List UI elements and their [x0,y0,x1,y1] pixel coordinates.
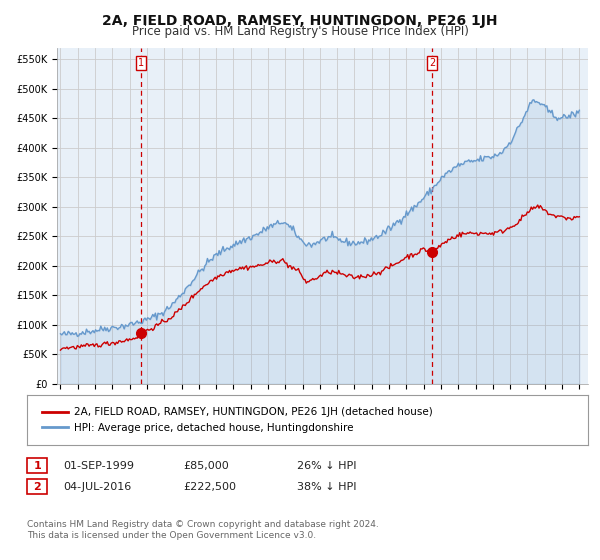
Text: 01-SEP-1999: 01-SEP-1999 [63,461,134,470]
Text: 1: 1 [138,58,144,68]
Text: 26% ↓ HPI: 26% ↓ HPI [297,461,356,470]
Text: £222,500: £222,500 [183,482,236,492]
Text: 2A, FIELD ROAD, RAMSEY, HUNTINGDON, PE26 1JH: 2A, FIELD ROAD, RAMSEY, HUNTINGDON, PE26… [102,14,498,28]
Text: £85,000: £85,000 [183,461,229,470]
Text: 2: 2 [34,482,41,492]
Text: 2: 2 [429,58,436,68]
Text: 1: 1 [34,461,41,470]
Text: 04-JUL-2016: 04-JUL-2016 [63,482,131,492]
Text: 38% ↓ HPI: 38% ↓ HPI [297,482,356,492]
Text: Contains HM Land Registry data © Crown copyright and database right 2024.
This d: Contains HM Land Registry data © Crown c… [27,520,379,540]
Legend: 2A, FIELD ROAD, RAMSEY, HUNTINGDON, PE26 1JH (detached house), HPI: Average pric: 2A, FIELD ROAD, RAMSEY, HUNTINGDON, PE26… [38,403,437,437]
Text: Price paid vs. HM Land Registry's House Price Index (HPI): Price paid vs. HM Land Registry's House … [131,25,469,38]
